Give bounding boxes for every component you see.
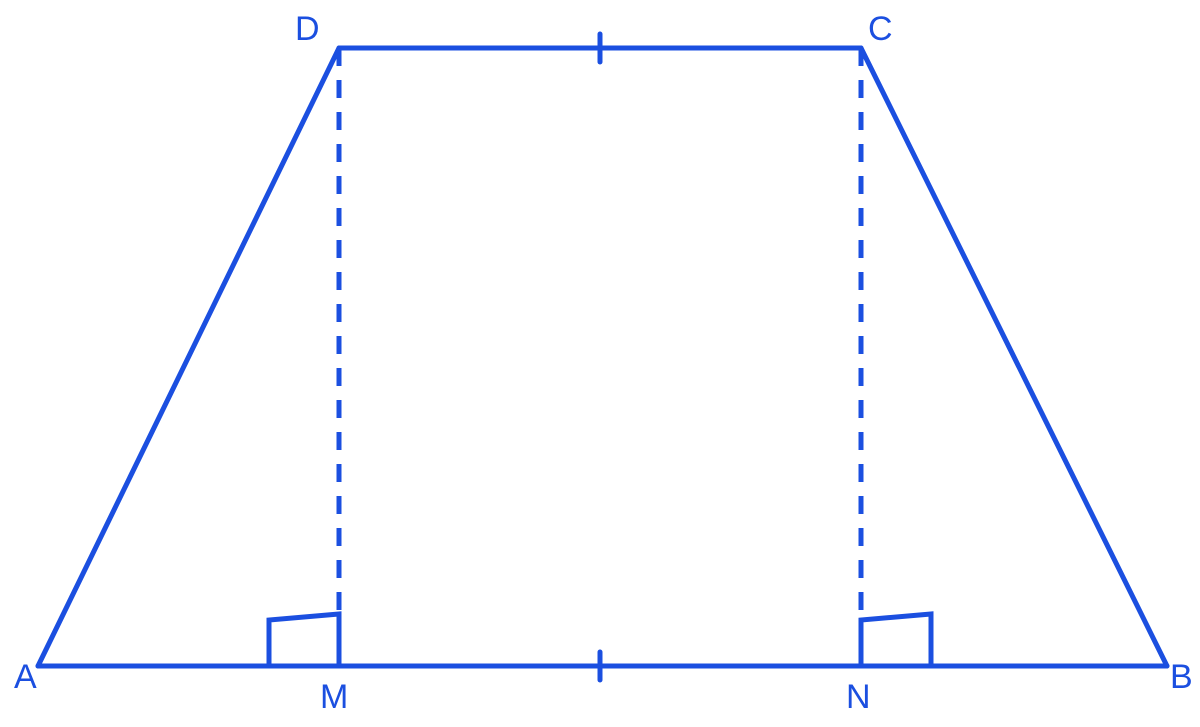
label-B: B xyxy=(1170,658,1193,697)
trapezoid-diagram: D C A B M N xyxy=(0,0,1200,722)
label-M: M xyxy=(320,678,348,717)
label-A: A xyxy=(14,658,37,697)
label-C: C xyxy=(868,10,893,49)
geometry-svg xyxy=(0,0,1200,722)
label-D: D xyxy=(295,10,320,49)
label-N: N xyxy=(846,678,871,717)
